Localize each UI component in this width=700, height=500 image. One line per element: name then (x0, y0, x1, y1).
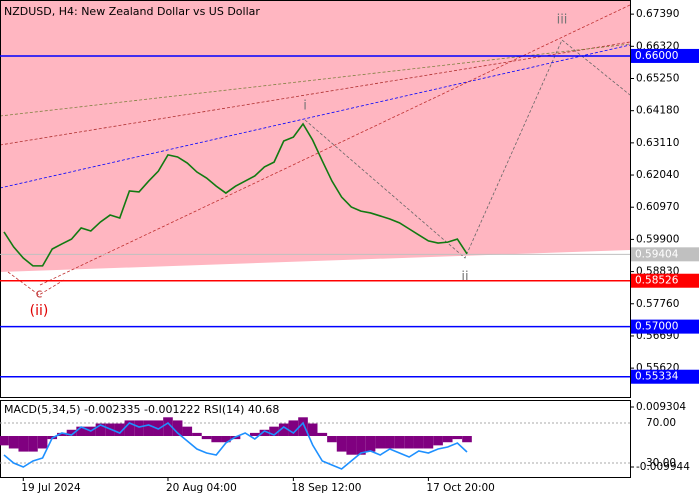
main-frame (0, 0, 631, 398)
macd-bar (356, 436, 366, 455)
macd-bar (124, 420, 135, 437)
macd-bar (37, 436, 48, 449)
level-label: 0.58526 (635, 275, 679, 287)
x-tick-label: 17 Oct 20:00 (426, 482, 494, 494)
level-label-bg (631, 369, 699, 384)
y-tick-label: 0.59900 (636, 233, 679, 245)
macd-bar (76, 426, 86, 437)
macd-bar (336, 436, 347, 452)
x-tick-label: 18 Sep 12:00 (291, 482, 361, 494)
macd-bar (433, 436, 443, 446)
macd-bar (192, 432, 202, 437)
macd-bar (182, 426, 193, 437)
macd-bar (413, 436, 424, 449)
wave-label: (ii) (30, 303, 49, 319)
rsi-line (3, 421, 468, 470)
macd-bar (18, 436, 29, 452)
shaded-zone (0, 0, 630, 272)
macd-bar (317, 432, 328, 437)
macd-bar (8, 436, 19, 449)
macd-bar (462, 436, 472, 443)
wave-line (7, 271, 65, 296)
wave-label: i (303, 99, 307, 114)
trend-line (0, 44, 631, 189)
current-price-bg (631, 247, 699, 262)
price-line (3, 122, 468, 267)
y2-tick-label: 70.00 (646, 417, 676, 429)
macd-bar (298, 417, 308, 437)
y-tick-label: 0.63110 (636, 137, 679, 149)
wave-label: iii (557, 13, 568, 28)
macd-bar (143, 420, 154, 437)
macd-bar (134, 420, 144, 437)
y-tick-label: -0.009944 (636, 461, 690, 473)
y-tick-label: 0.57760 (636, 298, 679, 310)
macd-bar (385, 436, 395, 449)
macd-bar (0, 436, 9, 446)
macd-bar (66, 429, 77, 437)
macd-bar (375, 436, 386, 449)
macd-bar (442, 436, 453, 443)
y-tick-label: 0.64180 (636, 105, 679, 117)
macd-bar (114, 423, 125, 437)
macd-bar (394, 436, 405, 449)
macd-bar (28, 436, 38, 452)
trend-line (0, 43, 631, 117)
level-label-bg (631, 48, 699, 63)
macd-bar (269, 426, 279, 437)
macd-bar (423, 436, 434, 449)
wave-label: ii (461, 270, 468, 285)
macd-bar (404, 436, 414, 449)
macd-bar (172, 420, 183, 437)
chart-title: NZDUSD, H4: New Zealand Dollar vs US Dol… (4, 5, 260, 18)
y-tick-label: 0.65250 (636, 72, 679, 84)
wave-label: c (36, 287, 43, 301)
x-tick-label: 19 Jul 2024 (21, 482, 81, 494)
macd-bar (346, 436, 357, 455)
x-tick-label: 20 Aug 04:00 (166, 482, 237, 494)
macd-bar (95, 423, 106, 437)
trend-lines (0, 4, 631, 296)
macd-bar (201, 436, 212, 440)
y-tick-label: 0.67390 (636, 8, 679, 20)
macd-bar (163, 417, 173, 437)
macd-bar (327, 436, 337, 443)
level-label: 0.57000 (635, 321, 678, 333)
macd-bar (365, 436, 376, 452)
indicator-title: MACD(5,34,5) -0.002335 -0.001222 RSI(14)… (4, 403, 279, 416)
trend-line (0, 41, 631, 146)
current-price-label: 0.59404 (635, 248, 679, 260)
level-label-bg (631, 319, 699, 334)
macd-bar (57, 432, 67, 437)
y-tick-label: 0.60970 (636, 201, 679, 213)
level-label-bg (631, 273, 699, 288)
level-label: 0.66000 (635, 50, 678, 62)
macd-bar (288, 420, 299, 437)
macd-bar (307, 423, 318, 437)
y-tick-label: 0.009304 (636, 401, 686, 413)
wave-line (304, 39, 631, 259)
y2-tick-label: 30.00 (646, 457, 676, 469)
macd-bar (211, 436, 222, 443)
level-label: 0.55334 (635, 371, 679, 383)
macd-bar (221, 436, 231, 443)
macd-bar (259, 429, 270, 437)
macd-bar (249, 432, 260, 437)
trend-line (39, 4, 631, 286)
macd-bar (278, 423, 289, 437)
y-tick-label: 0.62040 (636, 169, 679, 181)
macd-bar (452, 436, 463, 440)
